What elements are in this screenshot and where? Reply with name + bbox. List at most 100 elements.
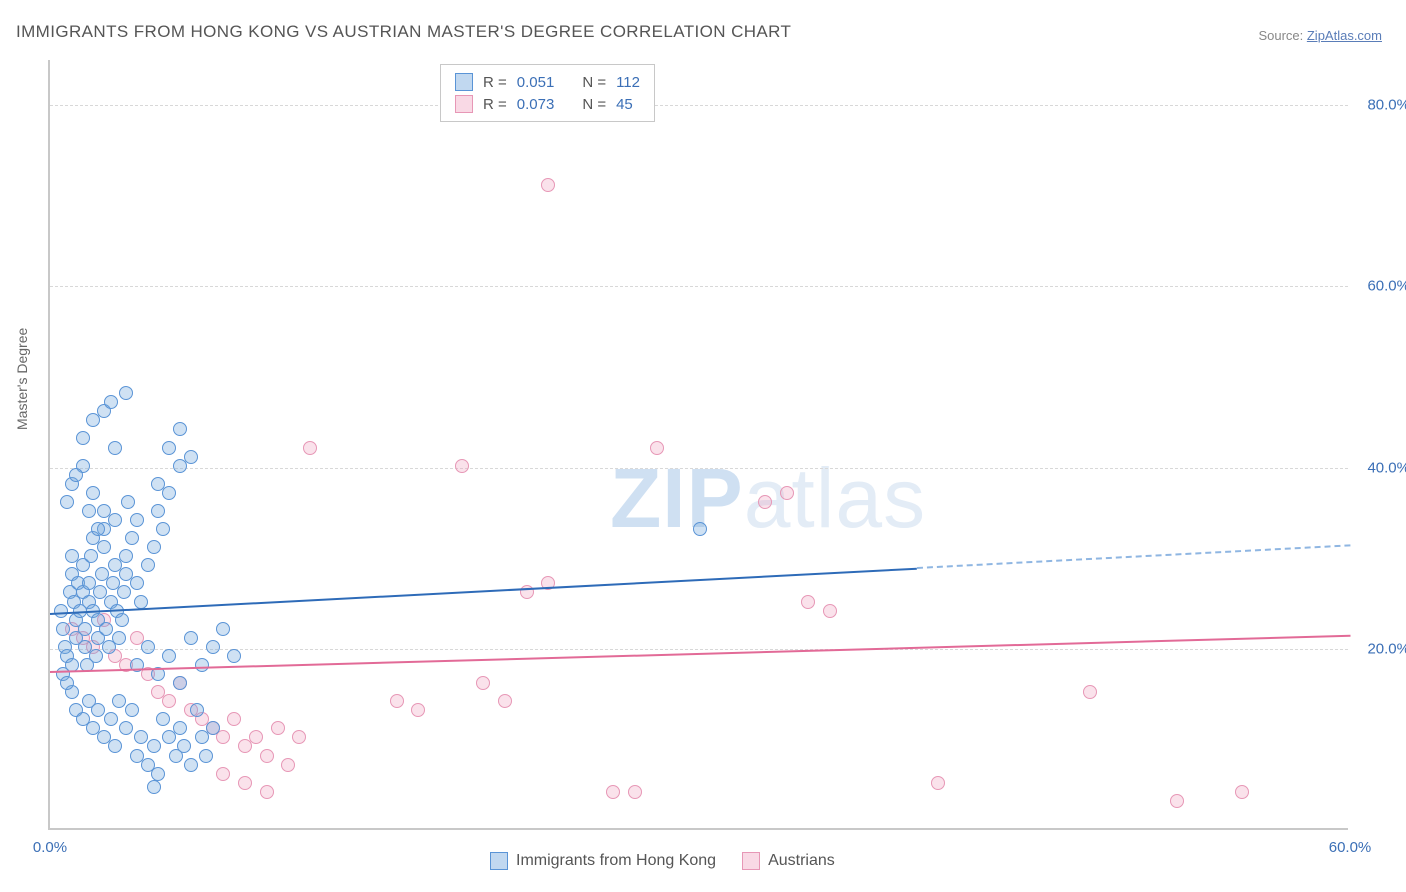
- scatter-point: [112, 631, 126, 645]
- scatter-point: [60, 676, 74, 690]
- swatch-pink-icon: [455, 95, 473, 113]
- scatter-point: [97, 540, 111, 554]
- scatter-point: [184, 450, 198, 464]
- scatter-point: [184, 631, 198, 645]
- scatter-point: [206, 640, 220, 654]
- scatter-point: [134, 595, 148, 609]
- chart-title: IMMIGRANTS FROM HONG KONG VS AUSTRIAN MA…: [16, 22, 791, 42]
- scatter-point: [99, 622, 113, 636]
- plot-area: ZIPatlas 20.0%40.0%60.0%80.0%0.0%60.0%: [48, 60, 1348, 830]
- scatter-point: [541, 178, 555, 192]
- y-tick-label: 80.0%: [1367, 97, 1406, 114]
- x-tick-label: 60.0%: [1329, 839, 1372, 856]
- scatter-point: [119, 721, 133, 735]
- scatter-point: [455, 459, 469, 473]
- scatter-point: [476, 676, 490, 690]
- x-tick-label: 0.0%: [33, 839, 67, 856]
- scatter-point: [119, 549, 133, 563]
- scatter-point: [121, 495, 135, 509]
- swatch-blue-icon: [455, 73, 473, 91]
- trend-line: [50, 567, 917, 614]
- trend-line: [50, 635, 1350, 673]
- watermark-zip: ZIP: [610, 451, 744, 545]
- scatter-point: [173, 676, 187, 690]
- gridline-h: [50, 105, 1348, 106]
- scatter-point: [84, 549, 98, 563]
- legend-stats-row-pink: R = 0.073 N = 45: [455, 93, 640, 115]
- scatter-point: [216, 767, 230, 781]
- scatter-point: [108, 441, 122, 455]
- scatter-point: [650, 441, 664, 455]
- trend-line: [917, 545, 1350, 570]
- source: Source: ZipAtlas.com: [1258, 28, 1382, 43]
- gridline-h: [50, 286, 1348, 287]
- scatter-point: [801, 595, 815, 609]
- scatter-point: [823, 604, 837, 618]
- scatter-point: [86, 486, 100, 500]
- scatter-point: [82, 504, 96, 518]
- scatter-point: [173, 422, 187, 436]
- scatter-point: [271, 721, 285, 735]
- r-value-blue: 0.051: [517, 74, 555, 91]
- scatter-point: [249, 730, 263, 744]
- n-value-pink: 45: [616, 96, 633, 113]
- n-label-pink: N =: [582, 96, 606, 113]
- scatter-point: [628, 785, 642, 799]
- scatter-point: [1235, 785, 1249, 799]
- n-label-blue: N =: [582, 74, 606, 91]
- scatter-point: [151, 767, 165, 781]
- y-tick-label: 20.0%: [1367, 640, 1406, 657]
- r-value-pink: 0.073: [517, 96, 555, 113]
- scatter-point: [112, 694, 126, 708]
- scatter-point: [292, 730, 306, 744]
- y-tick-label: 60.0%: [1367, 278, 1406, 295]
- scatter-point: [78, 622, 92, 636]
- scatter-point: [162, 441, 176, 455]
- scatter-point: [147, 540, 161, 554]
- scatter-point: [134, 730, 148, 744]
- scatter-point: [758, 495, 772, 509]
- swatch-blue-icon: [490, 852, 508, 870]
- scatter-point: [130, 576, 144, 590]
- scatter-point: [162, 649, 176, 663]
- scatter-point: [69, 468, 83, 482]
- scatter-point: [141, 640, 155, 654]
- legend-label-blue: Immigrants from Hong Kong: [516, 852, 716, 870]
- source-link[interactable]: ZipAtlas.com: [1307, 28, 1382, 43]
- scatter-point: [693, 522, 707, 536]
- y-tick-label: 40.0%: [1367, 459, 1406, 476]
- scatter-point: [97, 504, 111, 518]
- scatter-point: [56, 622, 70, 636]
- y-axis-title: Master's Degree: [14, 328, 30, 430]
- r-label-pink: R =: [483, 96, 507, 113]
- scatter-point: [141, 558, 155, 572]
- scatter-point: [199, 749, 213, 763]
- scatter-point: [156, 522, 170, 536]
- scatter-point: [195, 658, 209, 672]
- scatter-point: [1083, 685, 1097, 699]
- scatter-point: [931, 776, 945, 790]
- n-value-blue: 112: [616, 74, 640, 91]
- scatter-point: [119, 386, 133, 400]
- legend-stats-row-blue: R = 0.051 N = 112: [455, 71, 640, 93]
- scatter-point: [190, 703, 204, 717]
- legend-item-blue: Immigrants from Hong Kong: [490, 852, 716, 870]
- scatter-point: [206, 721, 220, 735]
- scatter-point: [147, 780, 161, 794]
- scatter-point: [216, 730, 230, 744]
- legend-item-pink: Austrians: [742, 852, 835, 870]
- scatter-point: [260, 749, 274, 763]
- scatter-point: [227, 712, 241, 726]
- scatter-point: [125, 531, 139, 545]
- scatter-point: [238, 776, 252, 790]
- scatter-point: [89, 649, 103, 663]
- scatter-point: [117, 585, 131, 599]
- swatch-pink-icon: [742, 852, 760, 870]
- scatter-point: [108, 739, 122, 753]
- r-label-blue: R =: [483, 74, 507, 91]
- gridline-h: [50, 468, 1348, 469]
- scatter-point: [303, 441, 317, 455]
- legend-bottom: Immigrants from Hong Kong Austrians: [490, 852, 835, 870]
- scatter-point: [130, 513, 144, 527]
- scatter-point: [108, 513, 122, 527]
